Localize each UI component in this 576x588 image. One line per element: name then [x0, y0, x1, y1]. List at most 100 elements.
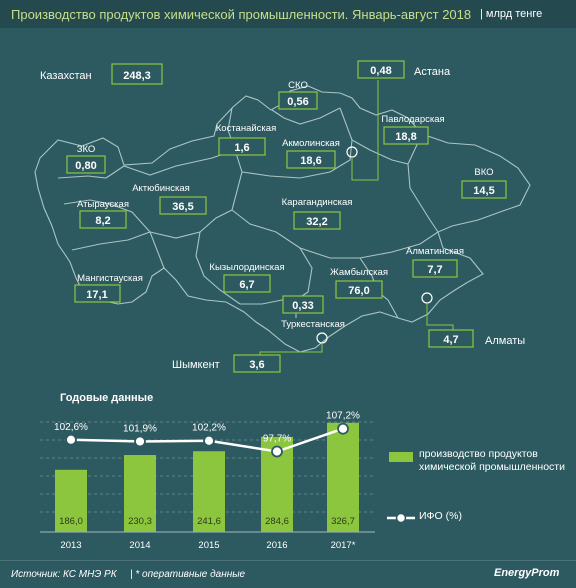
value-zko: 0,80	[75, 160, 96, 172]
value-kostanay: 1,6	[234, 142, 249, 154]
ifo-point-3	[271, 445, 283, 458]
unit-label: | млрд тенге	[480, 8, 543, 20]
label-zko: ЗКО	[77, 144, 96, 155]
label-atyrau: Атырауская	[77, 199, 129, 210]
bar-value-4: 326,7	[331, 516, 355, 527]
legend-bar-label: производство продуктов химической промыш…	[419, 448, 565, 473]
total-label: Казахстан	[40, 70, 92, 82]
annual-chart: 186,0 2013 230,3 2014 241,6 2015 284,6 2016 326,…	[40, 411, 375, 551]
border-zko	[57, 165, 125, 179]
ifo-point-0	[65, 433, 77, 446]
ifo-label-4: 107,2%	[326, 411, 360, 422]
ifo-label-1: 101,9%	[123, 423, 157, 434]
labels-layer: 186,0 2013 230,3 2014 241,6 2015 284,6 2016 326,…	[54, 411, 360, 551]
note-text: | * оперативные данные	[130, 569, 246, 580]
value-turkestan: 0,33	[292, 300, 313, 312]
bar-0	[55, 469, 87, 532]
ifo-label-3: 97,7%	[263, 434, 291, 445]
shymkent-marker	[316, 332, 328, 344]
category-2: 2015	[198, 540, 219, 551]
value-pavlodar: 18,8	[395, 131, 416, 143]
energyprom-logo: EnergyProm	[494, 567, 560, 579]
box-astana	[357, 60, 405, 79]
box-vko	[461, 180, 507, 199]
value-kyzylorda: 6,7	[239, 279, 254, 291]
box-turkestan	[282, 295, 324, 314]
almaty-marker	[421, 292, 433, 304]
bar-value-1: 230,3	[128, 516, 152, 527]
bar-value-0: 186,0	[59, 516, 83, 527]
value-vko: 14,5	[473, 185, 494, 197]
value-atyrau: 8,2	[95, 215, 110, 227]
box-total	[111, 63, 163, 85]
label-almaty-reg: Алматинская	[406, 246, 464, 257]
label-vko: ВКО	[474, 167, 493, 178]
box-karaganda	[293, 211, 341, 230]
category-0: 2013	[60, 540, 81, 551]
value-boxes	[66, 60, 507, 373]
ifo-point-4	[337, 422, 349, 435]
box-kyzylorda	[223, 274, 271, 293]
value-karaganda: 32,2	[306, 216, 327, 228]
value-almaty-reg: 7,7	[427, 264, 442, 276]
border-vko	[407, 163, 439, 233]
value-akmola: 18,6	[300, 155, 321, 167]
bar-value-2: 241,6	[197, 516, 221, 527]
box-shymkent	[233, 354, 281, 373]
header-band: Производство продуктов химической промыш…	[0, 0, 576, 28]
bar-1	[124, 455, 156, 532]
label-akmola: Акмолинская	[282, 138, 340, 149]
value-almaty: 4,7	[443, 334, 458, 346]
label-aktobe: Актюбинская	[132, 183, 190, 194]
border-mangystau	[71, 231, 165, 269]
category-1: 2014	[129, 540, 150, 551]
total-value: 248,3	[123, 70, 151, 82]
box-almaty	[428, 329, 474, 348]
border-kyzylorda	[195, 231, 241, 305]
map-and-chart: Казахстан 248,3 ЗКО 0,80 Атырауская 8,2 …	[34, 60, 531, 551]
label-kostanay: Костанайская	[216, 123, 276, 134]
category-3: 2016	[266, 540, 287, 551]
legend-bar-swatch	[389, 452, 413, 462]
border-sko	[271, 107, 341, 125]
box-zhambyl	[335, 280, 383, 299]
source-text: Источник: КС МНЭ РК	[11, 569, 117, 580]
label-astana: Астана	[414, 66, 451, 78]
legend-line-swatch	[387, 512, 415, 524]
label-zhambyl: Жамбылская	[330, 267, 388, 278]
box-aktobe	[159, 196, 207, 215]
label-kyzylorda: Кызылординская	[209, 262, 284, 273]
box-sko	[278, 91, 318, 110]
astana-marker	[346, 146, 358, 158]
box-pavlodar	[383, 126, 429, 145]
box-zko	[66, 155, 106, 174]
legend-line-label: ИФО (%)	[419, 510, 462, 522]
label-almaty: Алматы	[485, 335, 525, 347]
country-outline	[34, 85, 531, 353]
value-zhambyl: 76,0	[348, 285, 369, 297]
value-shymkent: 3,6	[249, 359, 264, 371]
ifo-label-2: 102,2%	[192, 423, 226, 434]
value-aktobe: 36,5	[172, 201, 193, 213]
value-astana: 0,48	[370, 65, 391, 77]
ifo-point-2	[203, 434, 215, 447]
section-title: Годовые данные	[60, 392, 154, 404]
border-karaganda-south	[231, 209, 439, 259]
region-labels: Казахстан 248,3 ЗКО 0,80 Атырауская 8,2 …	[40, 65, 525, 371]
label-turkestan: Туркестанская	[281, 319, 345, 330]
value-mangystau: 17,1	[86, 289, 107, 301]
page-title: Производство продуктов химической промыш…	[11, 7, 472, 22]
border-aktobe-kost	[123, 149, 236, 176]
box-mangystau	[74, 284, 121, 303]
footer: Источник: КС МНЭ РК | * оперативные данн…	[0, 560, 576, 588]
border-pavlodar	[351, 133, 423, 165]
bar-4	[327, 422, 359, 532]
bar-value-3: 284,6	[265, 516, 289, 527]
value-sko: 0,56	[287, 96, 308, 108]
box-kostanay	[218, 137, 266, 156]
ifo-point-1	[134, 435, 146, 448]
label-karaganda: Карагандинская	[282, 197, 353, 208]
line-layer	[65, 422, 349, 458]
border-atyrau	[63, 199, 151, 233]
label-pavlodar: Павлодарская	[381, 114, 444, 125]
